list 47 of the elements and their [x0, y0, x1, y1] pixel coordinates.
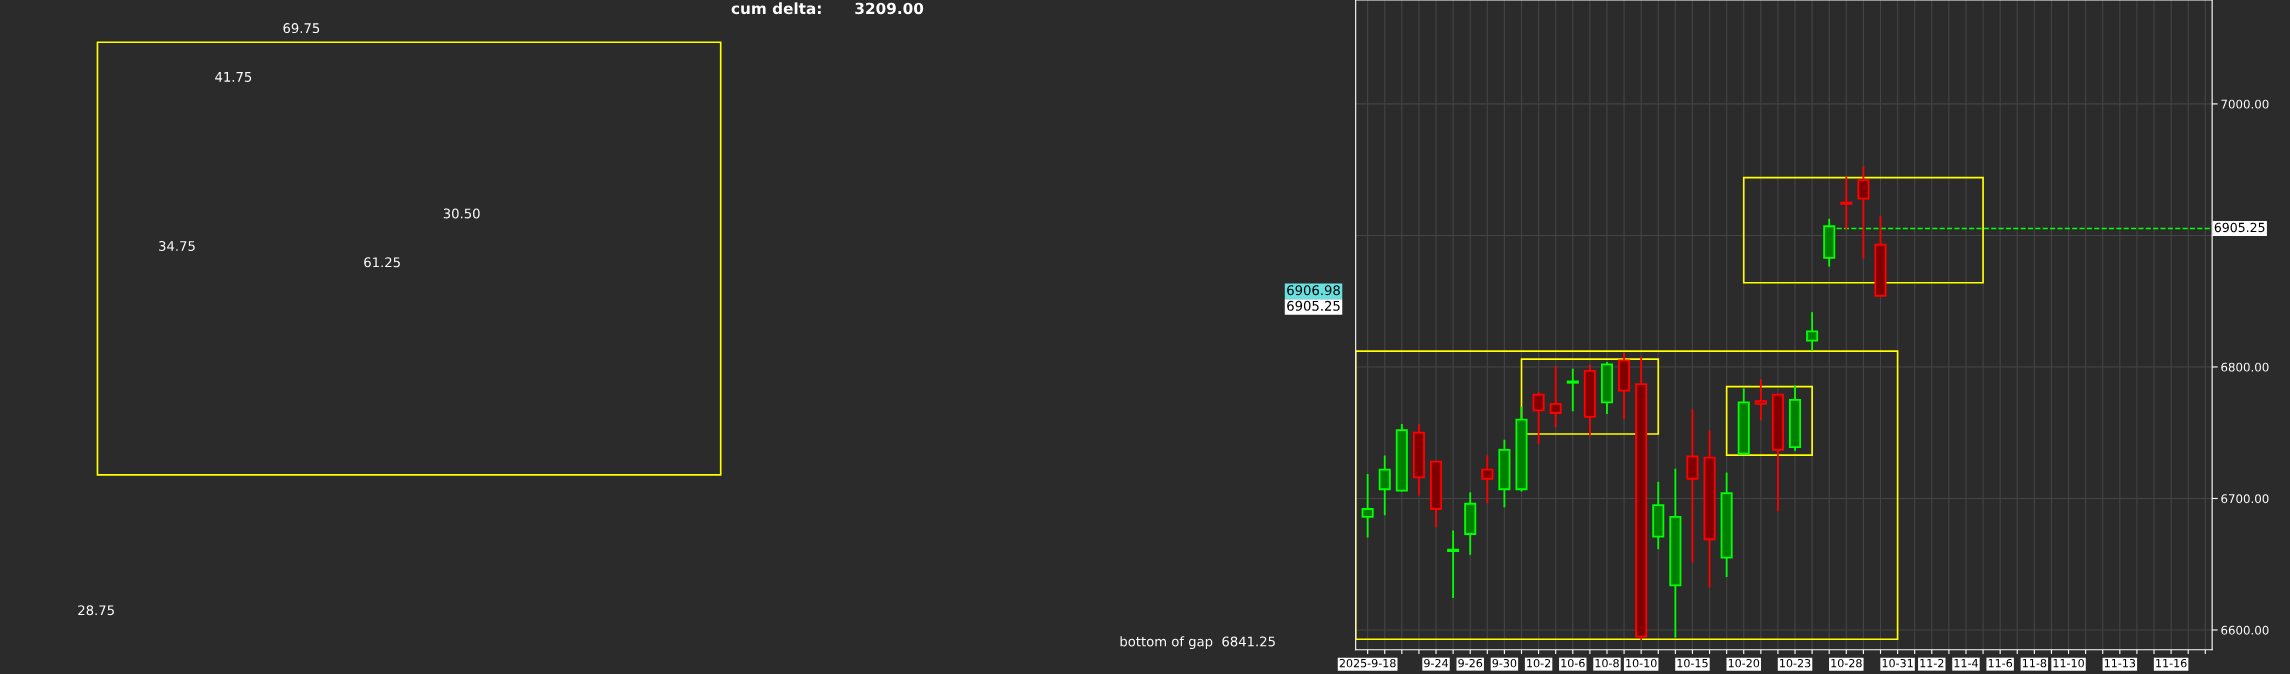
candlestick — [1857, 166, 1870, 259]
text: bottom of gap 6841.25 — [1120, 636, 1275, 649]
x-tick-label: 11-10 — [2053, 658, 2084, 668]
candlestick — [1566, 368, 1579, 412]
candlestick — [1532, 392, 1545, 445]
x-tick-label: 10-2 — [1527, 658, 1551, 668]
candlestick — [1447, 530, 1460, 599]
text: 6905.25 — [1287, 300, 1340, 311]
x-tick-label: 2025-9-18 — [1339, 658, 1396, 668]
text: 61.25 — [364, 257, 400, 268]
x-tick-label: 10-31 — [1882, 658, 1913, 668]
x-tick-label: 10-23 — [1780, 658, 1811, 668]
x-tick-label: 9-24 — [1424, 658, 1449, 668]
text: 6906.98 — [1287, 285, 1340, 296]
text: 28.75 — [78, 605, 114, 616]
candlestick — [1840, 176, 1853, 230]
candlestick — [1754, 379, 1767, 421]
x-tick-label: 11-6 — [1988, 658, 2013, 668]
x-tick-label: 9-30 — [1492, 658, 1517, 668]
x-tick-label: 11-13 — [2104, 658, 2136, 668]
x-tick-label: 11-2 — [1920, 658, 1944, 668]
candlestick — [1361, 473, 1374, 538]
text: 34.75 — [159, 241, 195, 251]
y-tick-label: 6700.00 — [2221, 494, 2269, 504]
candlestick — [1806, 312, 1819, 351]
text: 41.75 — [215, 72, 252, 82]
x-tick-label: 10-20 — [1728, 658, 1760, 668]
text: 69.75 — [283, 23, 320, 34]
text: 30.50 — [443, 208, 480, 219]
candlestick — [1481, 455, 1494, 504]
x-tick-label: 11-8 — [2022, 658, 2047, 668]
y-tick-label: 7000.00 — [2221, 99, 2269, 109]
candlestick — [1378, 455, 1391, 516]
y-tick-label: 6800.00 — [2221, 362, 2269, 372]
x-tick-label: 10-6 — [1561, 658, 1585, 668]
x-tick-label: 10-28 — [1831, 658, 1862, 668]
x-tick-label: 11-16 — [2156, 658, 2187, 668]
ref-line-label: 6905.25 — [2214, 222, 2265, 233]
x-tick-label: 10-15 — [1677, 658, 1708, 668]
y-tick-label: 6600.00 — [2221, 625, 2269, 635]
x-tick-label: 10-10 — [1626, 658, 1657, 668]
x-tick-label: 10-8 — [1595, 658, 1619, 668]
candlestick — [1686, 409, 1699, 563]
text: cum delta: 3209.00 — [731, 2, 924, 15]
candlestick — [1549, 366, 1562, 428]
x-tick-label: 9-26 — [1458, 658, 1483, 668]
x-tick-label: 11-4 — [1954, 659, 1978, 668]
